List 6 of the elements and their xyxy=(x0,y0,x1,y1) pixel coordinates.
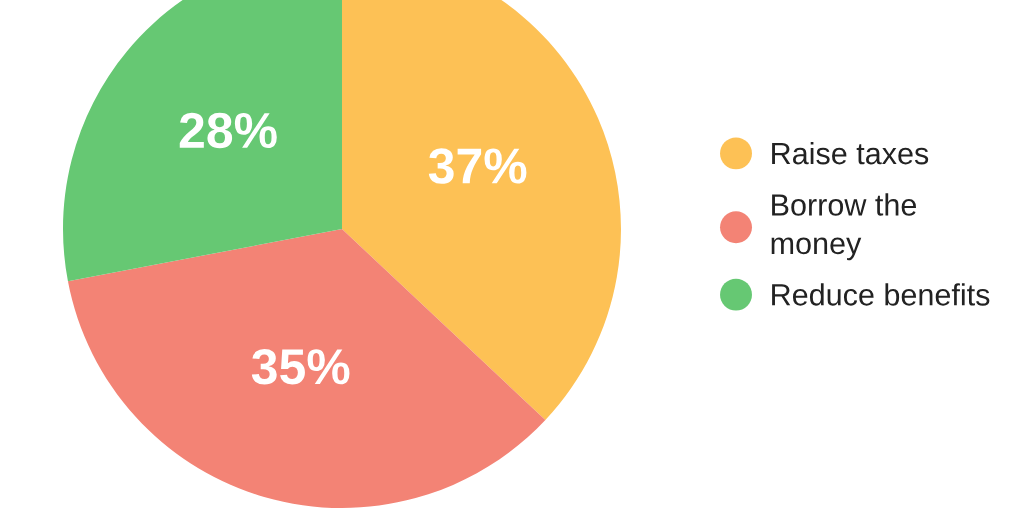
data-label: 35% xyxy=(251,349,350,385)
data-label: 28% xyxy=(179,112,277,149)
data-label: 37% xyxy=(428,148,527,184)
legend-label: Borrow the money xyxy=(771,193,917,261)
legend-label: Reduce benefits xyxy=(772,283,990,306)
legend-label: Raise taxes xyxy=(772,141,929,165)
